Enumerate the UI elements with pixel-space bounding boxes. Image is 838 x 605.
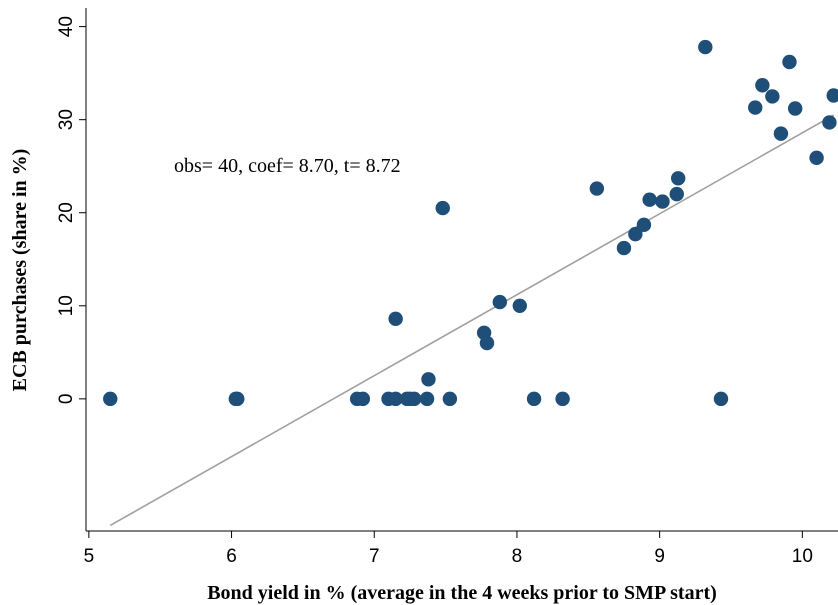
data-point bbox=[765, 89, 780, 104]
data-points bbox=[103, 39, 838, 407]
x-tick-label: 6 bbox=[226, 546, 237, 567]
y-tick-label: 0 bbox=[56, 394, 77, 405]
y-tick-label: 30 bbox=[56, 109, 77, 130]
axes: 5 6 7 8 9 10 0 10 20 30 40 bbox=[56, 8, 838, 567]
data-point bbox=[355, 391, 371, 407]
data-point bbox=[492, 294, 508, 310]
data-point bbox=[809, 150, 824, 166]
data-point bbox=[713, 391, 729, 407]
data-point bbox=[421, 372, 436, 387]
data-point bbox=[406, 391, 422, 407]
data-point bbox=[655, 194, 670, 209]
data-point bbox=[636, 217, 652, 233]
data-point bbox=[388, 391, 403, 407]
data-point bbox=[512, 298, 527, 313]
data-point bbox=[479, 335, 495, 351]
data-point bbox=[773, 126, 789, 141]
data-point bbox=[555, 391, 570, 407]
data-point bbox=[589, 181, 605, 196]
data-point bbox=[822, 115, 837, 130]
data-point bbox=[230, 391, 245, 407]
x-axis-title: Bond yield in % (average in the 4 weeks … bbox=[207, 582, 717, 604]
data-point bbox=[616, 240, 632, 256]
data-point bbox=[388, 311, 403, 327]
x-ticks: 5 6 7 8 9 10 bbox=[84, 531, 813, 567]
data-point bbox=[526, 391, 542, 407]
y-tick-label: 10 bbox=[56, 295, 77, 316]
data-point bbox=[698, 39, 713, 55]
x-tick-label: 10 bbox=[792, 546, 813, 567]
x-tick-label: 5 bbox=[84, 546, 95, 567]
x-tick-label: 8 bbox=[512, 546, 523, 567]
data-point bbox=[755, 78, 770, 93]
data-point bbox=[669, 186, 684, 202]
data-point bbox=[748, 100, 763, 115]
data-point bbox=[782, 54, 797, 70]
x-tick-label: 9 bbox=[654, 546, 665, 567]
data-point bbox=[642, 192, 657, 207]
data-point bbox=[826, 88, 838, 103]
y-ticks: 0 10 20 30 40 bbox=[56, 16, 86, 404]
data-point bbox=[435, 200, 450, 216]
y-tick-label: 20 bbox=[56, 202, 77, 223]
regression-annotation: obs= 40, coef= 8.70, t= 8.72 bbox=[174, 155, 401, 177]
fit-line bbox=[109, 114, 835, 527]
x-tick-label: 7 bbox=[369, 546, 380, 567]
y-tick-label: 40 bbox=[56, 16, 77, 37]
y-axis-title: ECB purchases (share in %) bbox=[9, 149, 31, 392]
data-point bbox=[442, 391, 458, 407]
data-point bbox=[103, 391, 118, 407]
data-point bbox=[670, 171, 686, 186]
data-point bbox=[787, 101, 803, 116]
data-point bbox=[419, 391, 435, 407]
data-point bbox=[628, 226, 643, 242]
